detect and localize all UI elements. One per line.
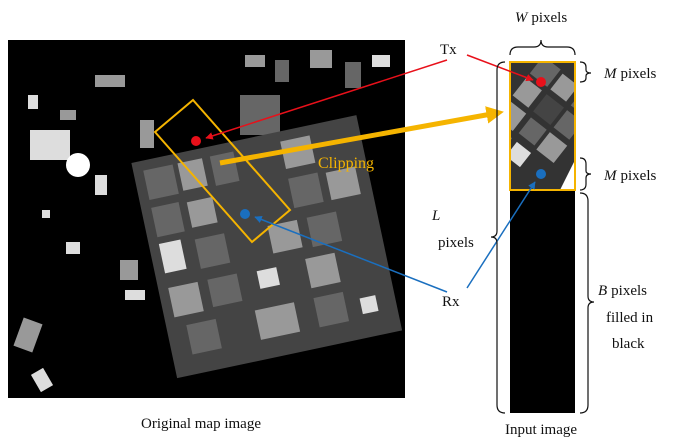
rx-dot-input — [536, 169, 546, 179]
rx-pointer — [254, 215, 448, 293]
tx-label: Tx — [440, 42, 457, 58]
clip-box — [153, 98, 292, 244]
b-label: filled in — [606, 310, 654, 326]
rx-pointer — [466, 181, 536, 289]
caption: Input image — [505, 422, 577, 438]
tx-dot-input — [536, 77, 546, 87]
b-label: black — [612, 336, 645, 352]
clipping-label: Clipping — [318, 155, 374, 172]
tx-dot — [191, 136, 201, 146]
tx-pointer — [205, 59, 448, 140]
rx-label: Rx — [442, 294, 460, 310]
l-symbol: L — [431, 208, 440, 224]
braces — [490, 39, 595, 414]
caption: Original map image — [141, 416, 261, 432]
rx-dot — [240, 209, 250, 219]
tx-pointer — [466, 54, 534, 82]
input-image — [509, 61, 576, 413]
l-unit: pixels — [438, 235, 474, 251]
map-image — [8, 40, 405, 398]
clip-arrow — [219, 106, 504, 166]
